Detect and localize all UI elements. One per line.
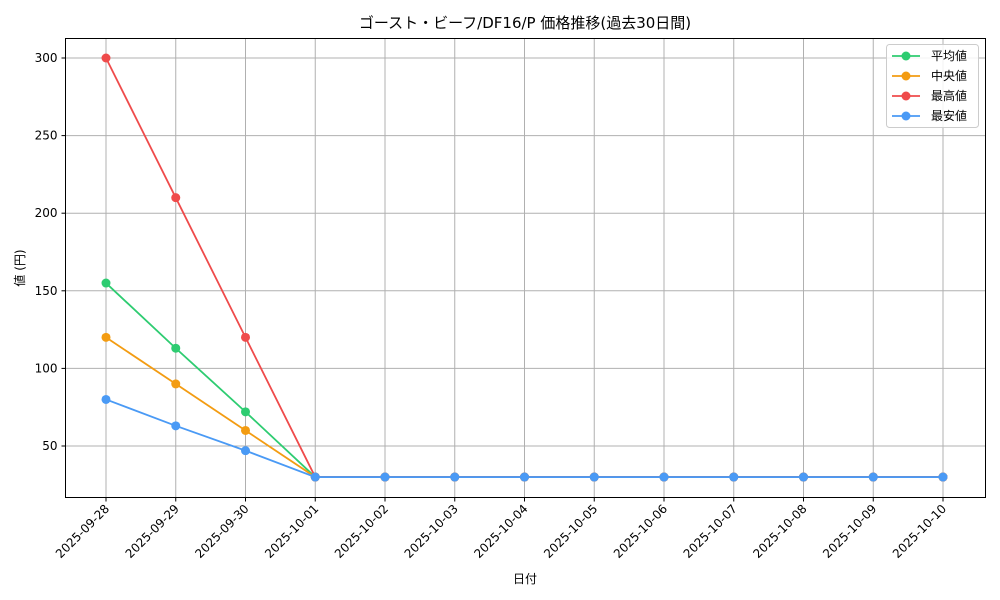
legend-marker-icon <box>901 111 911 121</box>
y-tick-label: 200 <box>35 206 58 220</box>
x-axis-ticks: 2025-09-28 2025-09-29 2025-09-30 2025-10-01… <box>53 497 949 561</box>
y-axis-label: 値 (円) <box>12 249 27 286</box>
data-point <box>241 446 250 456</box>
data-point <box>310 472 320 482</box>
data-point <box>241 425 250 435</box>
data-point <box>659 472 669 482</box>
data-point <box>729 472 739 482</box>
data-point <box>868 472 878 482</box>
data-point <box>171 379 181 389</box>
data-point <box>171 421 181 431</box>
data-point <box>101 53 111 63</box>
legend-marker-icon <box>901 71 911 81</box>
data-point <box>241 407 250 417</box>
data-point <box>171 343 181 353</box>
data-point <box>799 472 808 482</box>
y-tick-label: 50 <box>42 439 57 453</box>
data-point <box>520 472 529 482</box>
plot-frame <box>65 38 986 498</box>
legend-label: 平均値 <box>931 48 967 63</box>
series-最安値 <box>101 394 948 482</box>
legend-item: 最安値 <box>892 108 967 123</box>
x-tick-label: 2025-10-05 <box>541 502 600 561</box>
data-point <box>171 193 181 203</box>
legend-label: 中央値 <box>931 68 967 83</box>
x-tick-label: 2025-10-07 <box>681 502 740 561</box>
x-tick-label: 2025-10-01 <box>262 502 321 561</box>
x-tick-label: 2025-10-06 <box>611 502 670 561</box>
grid-lines <box>65 38 986 498</box>
legend-marker-icon <box>901 91 911 101</box>
x-tick-label: 2025-09-30 <box>192 502 251 561</box>
y-tick-label: 300 <box>35 51 58 65</box>
x-tick-label: 2025-10-02 <box>332 502 391 561</box>
data-point <box>101 394 111 404</box>
x-axis-label: 日付 <box>513 572 537 586</box>
y-tick-label: 250 <box>35 129 58 143</box>
y-axis-ticks: 50 100 150 200 250 300 <box>35 51 66 453</box>
y-tick-label: 100 <box>35 361 58 375</box>
legend-item: 中央値 <box>892 68 967 83</box>
legend-marker-icon <box>901 51 911 61</box>
x-tick-label: 2025-10-03 <box>402 502 461 561</box>
data-point <box>101 332 111 342</box>
legend-label: 最安値 <box>931 108 967 123</box>
data-point <box>101 278 111 288</box>
legend-item: 平均値 <box>892 48 967 63</box>
data-point <box>380 472 390 482</box>
series-lines <box>101 53 948 482</box>
x-tick-label: 2025-10-09 <box>820 502 879 561</box>
x-tick-label: 2025-09-29 <box>123 502 182 561</box>
data-point <box>450 472 460 482</box>
data-point <box>938 472 948 482</box>
x-tick-label: 2025-09-28 <box>53 502 112 561</box>
data-point <box>589 472 599 482</box>
x-tick-label: 2025-10-10 <box>890 502 949 561</box>
x-tick-label: 2025-10-04 <box>471 502 530 561</box>
x-tick-label: 2025-10-08 <box>750 502 809 561</box>
legend-label: 最高値 <box>931 88 967 103</box>
y-tick-label: 150 <box>35 284 58 298</box>
legend-item: 最高値 <box>892 88 967 103</box>
legend-box <box>886 44 979 128</box>
chart-title: ゴースト・ビーフ/DF16/P 価格推移(過去30日間) <box>359 14 691 32</box>
data-point <box>241 332 250 342</box>
